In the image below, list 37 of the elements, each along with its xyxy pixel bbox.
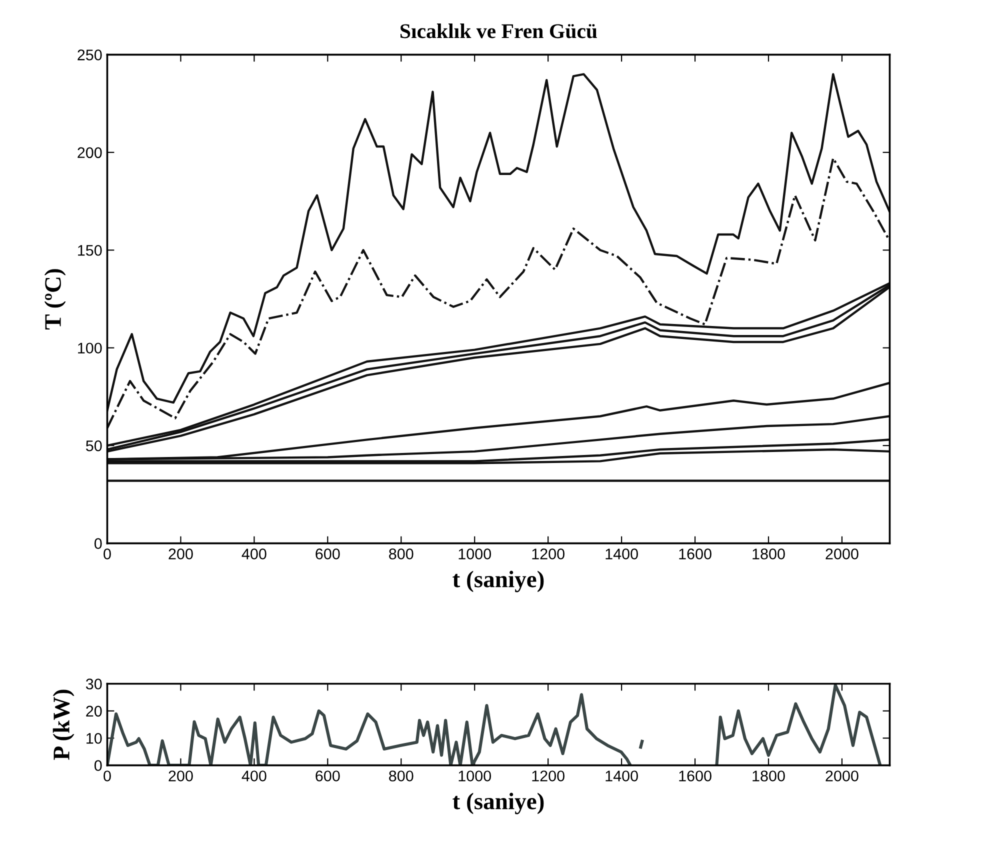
- x-tick-label: 400: [242, 770, 266, 782]
- x-tick-label: 1400: [606, 548, 638, 560]
- x-axis-title: t (saniye): [452, 570, 544, 592]
- y-tick-label: 200: [78, 147, 102, 158]
- x-tick-label: 1600: [679, 548, 712, 560]
- y-tick-label: 250: [78, 50, 102, 60]
- x-tick-label: 800: [389, 770, 414, 782]
- x-tick-label: 200: [168, 770, 193, 782]
- x-tick-label: 1200: [532, 548, 564, 560]
- y-tick-label: 30: [86, 678, 102, 690]
- y-tick-label: 100: [78, 342, 102, 354]
- x-tick-label: 600: [316, 548, 340, 560]
- y-tick-label: 50: [86, 440, 102, 452]
- y-tick-label: 10: [86, 732, 102, 744]
- x-axis-title: t (saniye): [452, 792, 544, 814]
- x-tick-label: 800: [389, 548, 414, 560]
- x-tick-label: 200: [168, 548, 193, 560]
- x-tick-label: 1800: [752, 770, 785, 782]
- x-tick-label: 1000: [458, 548, 492, 560]
- y-tick-label: 150: [78, 244, 102, 256]
- chart-title: Sıcaklık ve Fren Gücü: [400, 24, 597, 38]
- x-tick-label: 1600: [679, 770, 712, 782]
- x-tick-label: 1200: [532, 770, 564, 782]
- x-tick-label: 1000: [458, 770, 492, 782]
- y-axis-title: P (kW): [52, 690, 74, 760]
- x-tick-label: 0: [104, 548, 111, 560]
- x-tick-label: 600: [316, 770, 340, 782]
- y-tick-label: 0: [94, 760, 102, 771]
- y-axis-title: T (ºC): [44, 269, 66, 330]
- y-tick-label: 20: [86, 706, 102, 717]
- x-tick-label: 0: [104, 770, 111, 782]
- x-tick-label: 400: [242, 548, 266, 560]
- y-tick-label: 0: [94, 538, 102, 549]
- x-tick-label: 1800: [752, 548, 785, 560]
- x-tick-label: 2000: [826, 548, 858, 560]
- x-tick-label: 1400: [606, 770, 638, 782]
- x-tick-label: 2000: [826, 770, 858, 782]
